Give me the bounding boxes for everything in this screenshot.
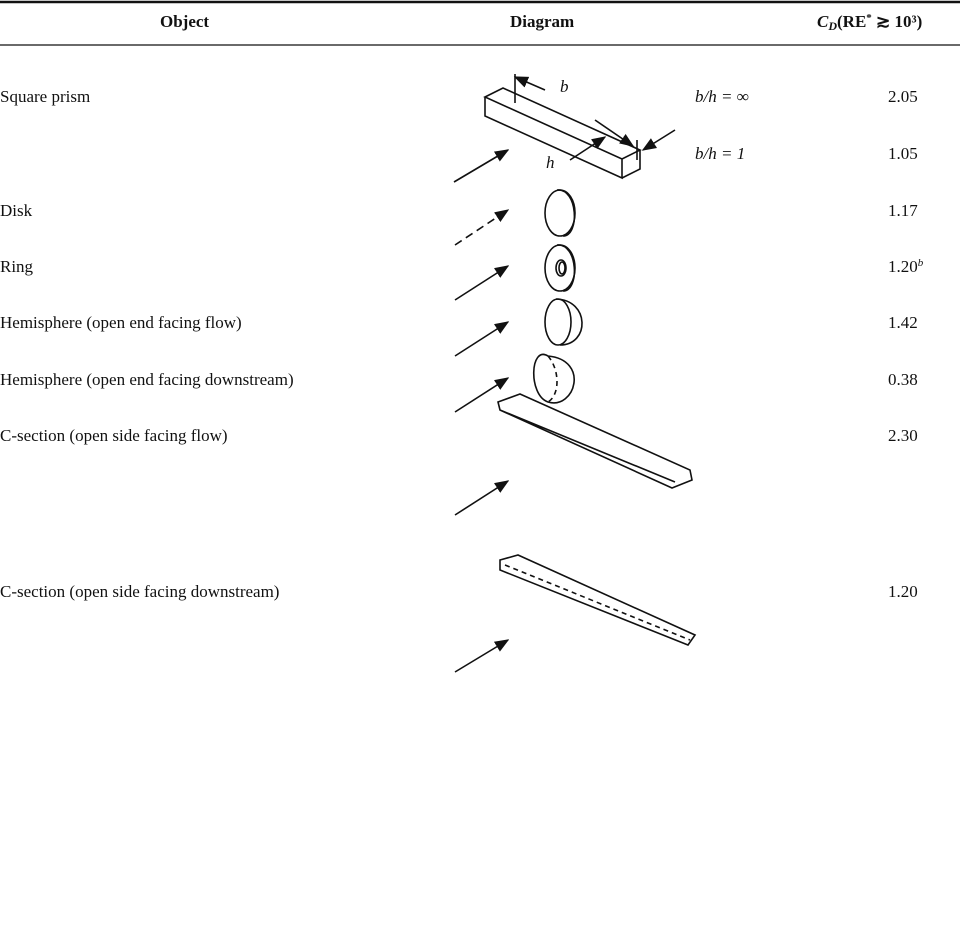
text: ≳ 10³) — [871, 12, 923, 31]
column-header: CD(RE* ≳ 10³) — [817, 12, 922, 32]
value: 1.20 — [888, 257, 918, 276]
subscript: D — [828, 19, 838, 33]
object-name: Disk — [0, 201, 33, 220]
cd-value: 1.05 — [888, 144, 918, 163]
object-name: Square prism — [0, 87, 91, 106]
diagram-label: h — [546, 153, 555, 172]
object-name: Ring — [0, 257, 34, 276]
column-header: Diagram — [510, 12, 575, 31]
object-name: Hemisphere (open end facing flow) — [0, 313, 242, 332]
text: (RE — [837, 12, 867, 31]
ring — [454, 244, 576, 301]
superscript: * — [866, 12, 872, 24]
diagram-label: b — [560, 77, 569, 96]
object-name: C-section (open side facing downstream) — [0, 582, 280, 601]
disk — [454, 189, 576, 246]
footnote-mark: b — [917, 257, 924, 269]
c-section-flow — [454, 393, 693, 516]
object-name: Hemisphere (open end facing downstream) — [0, 370, 294, 389]
cd-value: 1.42 — [888, 313, 918, 332]
cd-value: 1.20b — [888, 257, 923, 277]
condition: b/h = 1 — [695, 144, 746, 163]
object-name: C-section (open side facing flow) — [0, 426, 228, 445]
hemisphere-downstream — [454, 353, 575, 413]
hemisphere-flow — [454, 298, 583, 357]
symbol: C — [817, 12, 829, 31]
c-section-downstream — [454, 554, 697, 673]
cd-value: 2.30 — [888, 426, 918, 445]
condition: b/h = ∞ — [695, 87, 749, 106]
column-header: Object — [160, 12, 210, 31]
cd-value: 2.05 — [888, 87, 918, 106]
cd-value: 1.17 — [888, 201, 918, 220]
cd-value: 0.38 — [888, 370, 918, 389]
cd-value: 1.20 — [888, 582, 918, 601]
square-prism: b h — [453, 74, 676, 183]
